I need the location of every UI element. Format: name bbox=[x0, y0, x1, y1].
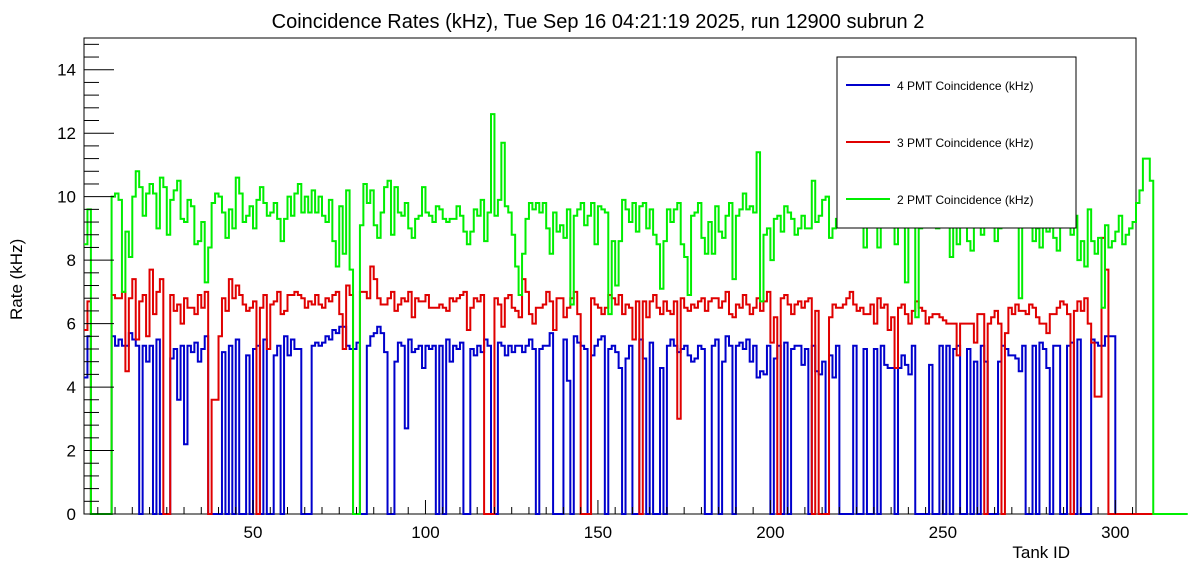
y-tick-label: 8 bbox=[67, 251, 76, 270]
y-tick-label: 2 bbox=[67, 442, 76, 461]
y-tick-label: 4 bbox=[67, 378, 76, 397]
series-line-1 bbox=[84, 236, 1154, 515]
y-tick-label: 10 bbox=[57, 188, 76, 207]
y-axis-label: Rate (kHz) bbox=[7, 239, 26, 320]
x-tick-label: 200 bbox=[756, 523, 784, 542]
legend: 4 PMT Coincidence (kHz) 3 PMT Coincidenc… bbox=[836, 56, 1077, 229]
x-tick-label: 250 bbox=[929, 523, 957, 542]
y-axis: 0 2 4 6 8 10 12 14 bbox=[57, 43, 114, 524]
series-line-0 bbox=[84, 325, 1136, 515]
plot-frame bbox=[83, 37, 1137, 515]
x-tick-label: 50 bbox=[244, 523, 263, 542]
y-tick-label: 0 bbox=[67, 505, 76, 524]
y-tick-label: 14 bbox=[57, 61, 76, 80]
x-axis: 50 100 150 200 250 300 bbox=[97, 500, 1134, 542]
x-tick-label: 300 bbox=[1101, 523, 1129, 542]
legend-label-3pmt: 3 PMT Coincidence (kHz) bbox=[897, 136, 1034, 150]
y-tick-label: 6 bbox=[67, 315, 76, 334]
y-tick-label: 12 bbox=[57, 124, 76, 143]
x-axis-label: Tank ID bbox=[1012, 543, 1070, 562]
x-tick-label: 100 bbox=[411, 523, 439, 542]
legend-label-2pmt: 2 PMT Coincidence (kHz) bbox=[897, 193, 1034, 207]
chart-title: Coincidence Rates (kHz), Tue Sep 16 04:2… bbox=[272, 11, 925, 33]
x-tick-label: 150 bbox=[584, 523, 612, 542]
legend-label-4pmt: 4 PMT Coincidence (kHz) bbox=[897, 79, 1034, 93]
